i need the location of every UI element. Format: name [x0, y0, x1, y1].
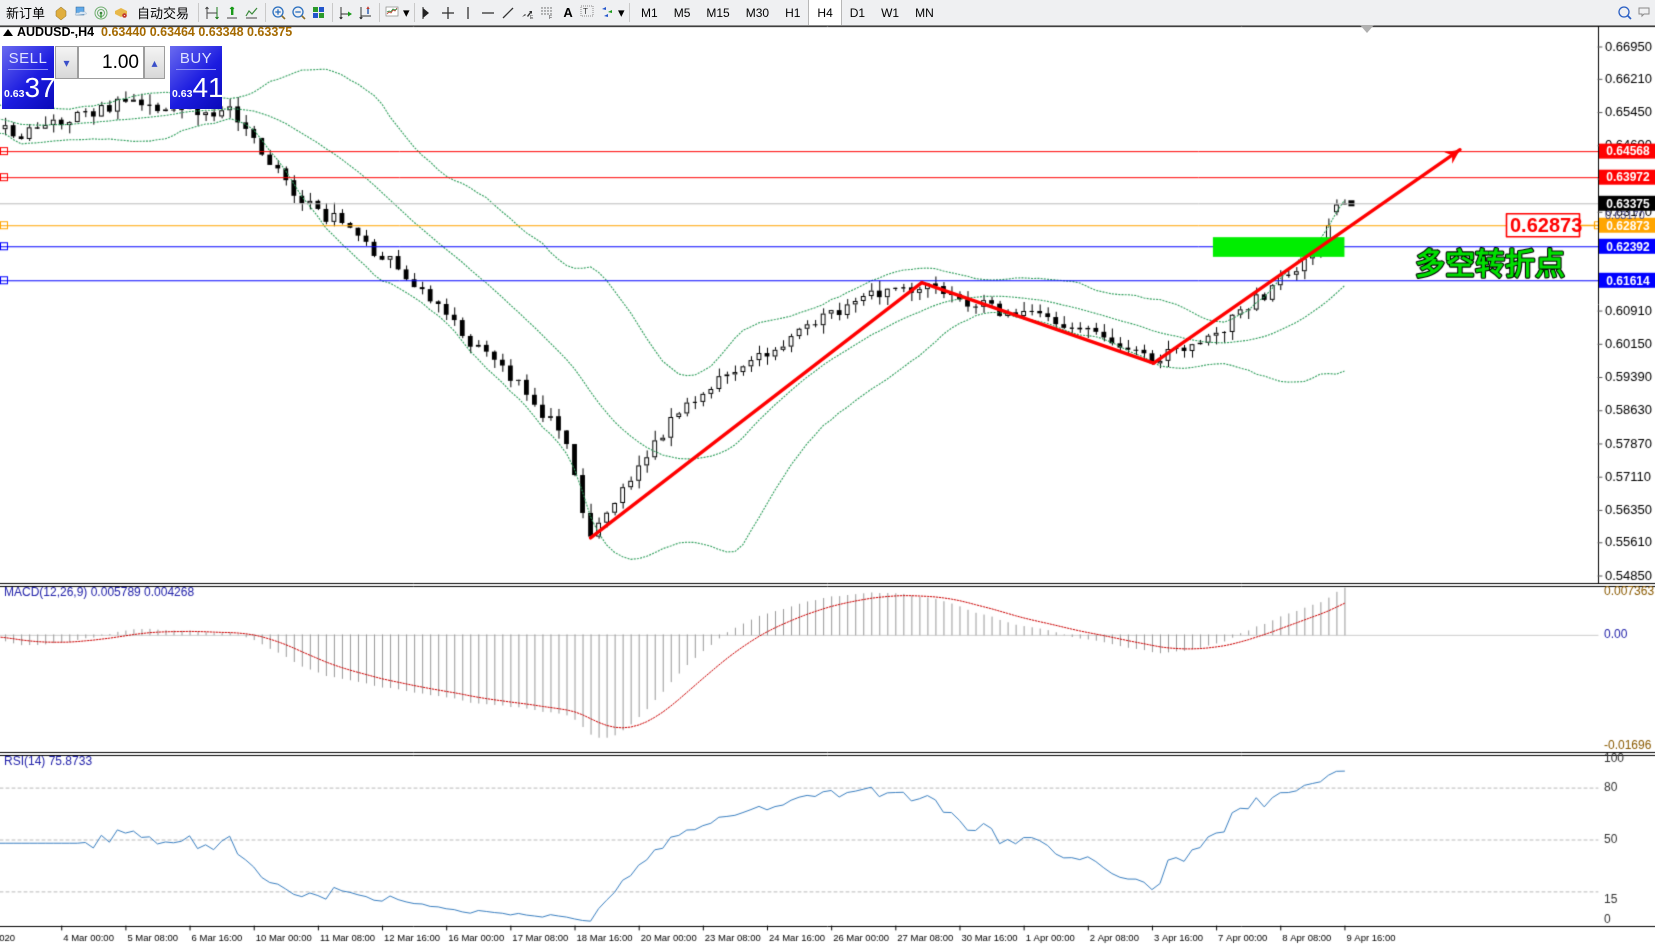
svg-text:E: E: [530, 15, 534, 21]
svg-text:T: T: [583, 7, 588, 16]
svg-text:F: F: [549, 15, 552, 21]
